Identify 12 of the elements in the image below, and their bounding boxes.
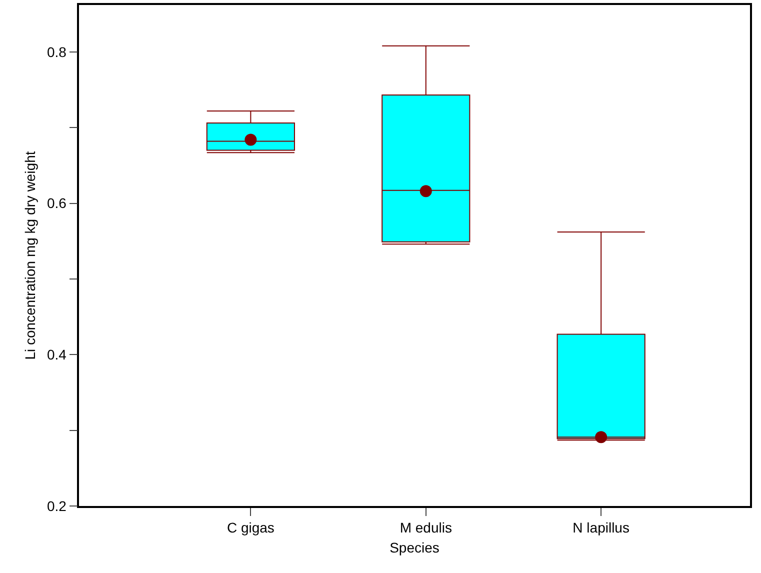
y-tick-label: 0.2: [46, 498, 67, 514]
point: [595, 431, 608, 444]
y-axis-title: Li concentration mg kg dry weight: [22, 151, 38, 360]
x-tick-label: M edulis: [400, 520, 452, 536]
y-tick-label: 0.8: [46, 44, 67, 60]
x-tick-label: N lapillus: [572, 520, 630, 536]
y-tick-label: 0.6: [46, 195, 67, 212]
point: [420, 185, 432, 198]
x-tick-label: C gigas: [226, 520, 274, 536]
y-tick-label: 0.4: [46, 346, 67, 363]
point: [244, 134, 257, 146]
x-axis-title: Species: [390, 539, 440, 556]
